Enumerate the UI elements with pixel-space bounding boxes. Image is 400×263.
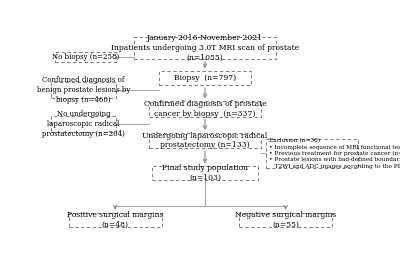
FancyBboxPatch shape: [149, 101, 261, 117]
FancyBboxPatch shape: [134, 37, 276, 59]
FancyBboxPatch shape: [239, 213, 332, 227]
FancyBboxPatch shape: [149, 133, 261, 148]
Text: Exclusion (n=30)
• Incomplete sequence of MRI functional tests (n=11)
• Previous: Exclusion (n=30) • Incomplete sequence o…: [269, 138, 400, 169]
Text: No undergoing
laparoscopic radical
prostatectomy (n=204): No undergoing laparoscopic radical prost…: [42, 110, 125, 138]
Text: Biopsy  (n=797): Biopsy (n=797): [174, 74, 236, 82]
Text: Final study population
(n=103): Final study population (n=103): [162, 164, 248, 182]
Text: Confirmed diagnosis of
benign prostate lesions by
biopsy (n=460): Confirmed diagnosis of benign prostate l…: [37, 77, 130, 104]
Text: Undergoing laparoscopic radical
prostatectomy (n=133): Undergoing laparoscopic radical prostate…: [142, 132, 268, 149]
Text: Confirmed diagnosis of prostate
cancer by biopsy  (n=337): Confirmed diagnosis of prostate cancer b…: [144, 100, 266, 118]
FancyBboxPatch shape: [152, 166, 258, 180]
FancyBboxPatch shape: [69, 213, 162, 227]
Text: January 2016-November 2021
Inpatients undergoing 3.0T MRI scan of prostate
(n=10: January 2016-November 2021 Inpatients un…: [111, 34, 299, 62]
FancyBboxPatch shape: [51, 116, 116, 132]
FancyBboxPatch shape: [266, 139, 358, 168]
Text: Negative surgical margins
(n=55): Negative surgical margins (n=55): [235, 211, 336, 229]
Text: No biopsy (n=258): No biopsy (n=258): [52, 53, 119, 61]
FancyBboxPatch shape: [56, 52, 116, 62]
FancyBboxPatch shape: [158, 71, 252, 85]
FancyBboxPatch shape: [51, 82, 116, 98]
Text: Positive surgical margins
(n=48): Positive surgical margins (n=48): [67, 211, 163, 229]
